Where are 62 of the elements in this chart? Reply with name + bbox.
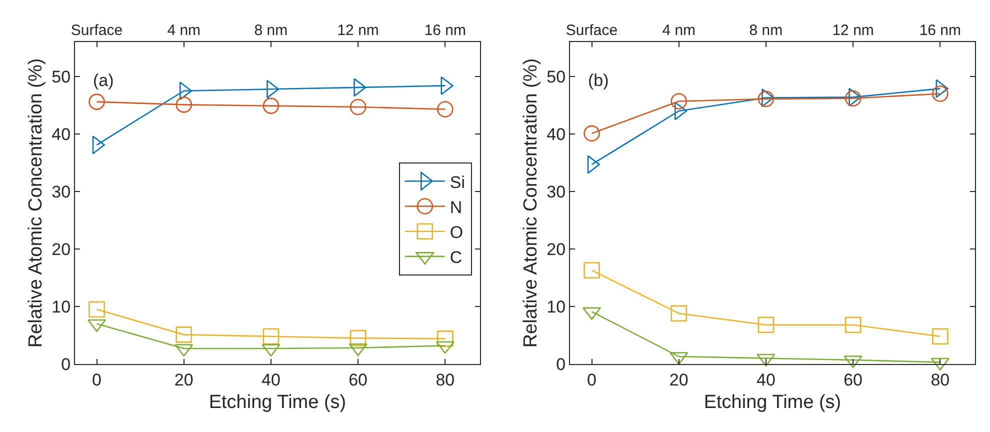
point [758,316,774,334]
point [176,96,192,113]
x2-tick-label: 12 nm [832,22,874,39]
x2-tick-label: 8 nm [749,22,783,39]
point [844,316,862,334]
point [670,305,688,322]
y-tick-label: 0 [556,354,566,374]
y-tick-label: 40 [546,124,566,144]
point [758,90,774,108]
x-tick-label: 0 [587,370,597,390]
x-tick-label: 80 [930,370,950,390]
point [932,86,948,102]
x-tick-label: 20 [174,370,194,390]
x2-tick-label: 16 nm [919,22,962,39]
x-tick-label: 20 [669,370,688,390]
x-tick-label: 40 [756,370,776,390]
legend-label: O [450,222,464,242]
x2-tick-label: 16 nm [424,22,466,39]
x2-tick-label: 4 nm [167,22,201,39]
x2-tick-label: Surface [70,22,123,39]
point [437,101,454,118]
point [437,330,454,347]
y-tick-label: 50 [52,67,71,86]
x2-tick-label: 12 nm [337,22,379,39]
x2-tick-label: 4 nm [662,22,696,39]
point [176,326,192,343]
legend-label: Si [450,172,466,192]
legend-label: N [450,198,462,217]
y-tick-label: 10 [52,297,71,316]
point [932,328,948,345]
x-tick-label: 60 [348,370,368,390]
annotation: (b) [588,71,609,90]
y-tick-label: 30 [52,182,71,202]
x-tick-label: 0 [92,370,102,390]
point [88,94,105,110]
annotation: (a) [93,71,114,90]
legend-label: C [450,248,462,268]
y-axis-title: Relative Atomic Concentration (%) [26,58,47,348]
x-tick-label: 40 [262,370,280,390]
x2-tick-label: 8 nm [254,22,288,39]
y-tick-label: 50 [546,67,566,86]
x-axis-title: Etching Time (s) [704,392,842,414]
point [584,125,600,142]
point [670,93,688,110]
point [262,98,280,114]
y-axis-title: Relative Atomic Concentration (%) [520,58,542,348]
point [584,262,600,278]
point [350,330,366,346]
y-tick-label: 30 [546,182,566,202]
y-tick-label: 40 [52,124,71,144]
point [844,90,862,106]
x-tick-label: 60 [844,370,863,390]
point [88,301,105,318]
y-tick-label: 0 [61,354,71,374]
x-tick-label: 80 [436,370,455,390]
point [262,328,280,345]
y-tick-label: 10 [546,297,566,316]
y-tick-label: 20 [52,240,71,259]
x2-tick-label: Surface [566,22,618,39]
x-axis-title: Etching Time (s) [208,392,346,414]
point [350,98,366,116]
y-tick-label: 20 [546,240,566,259]
